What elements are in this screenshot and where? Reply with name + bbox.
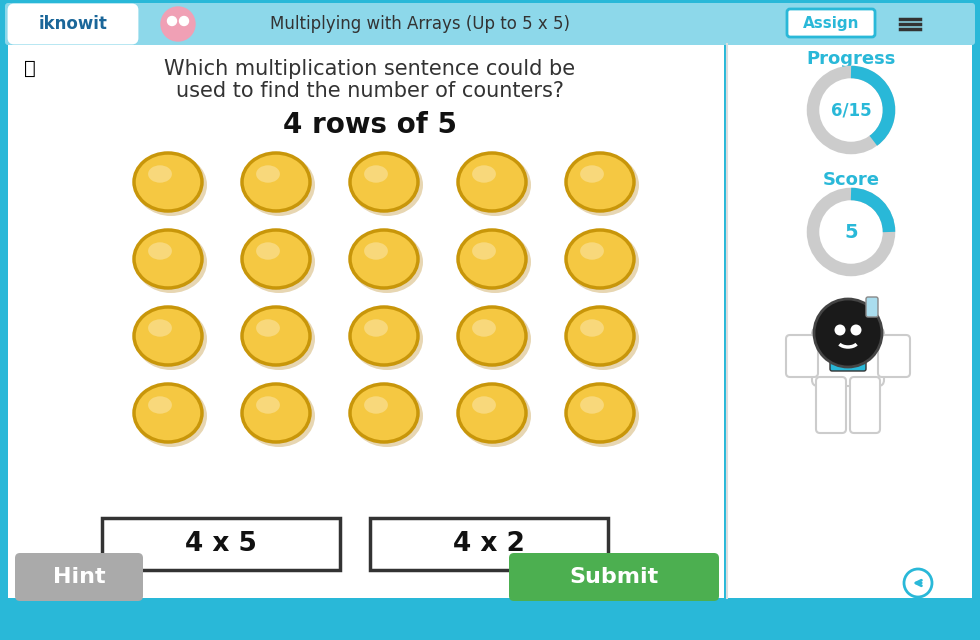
FancyBboxPatch shape [15,553,143,601]
Ellipse shape [351,154,423,216]
FancyBboxPatch shape [370,518,608,570]
FancyBboxPatch shape [509,553,719,601]
Ellipse shape [134,230,202,288]
Ellipse shape [365,165,388,182]
Circle shape [851,324,861,335]
Text: iknowit: iknowit [38,15,108,33]
Ellipse shape [243,231,315,293]
Ellipse shape [134,384,202,442]
Circle shape [904,569,932,597]
Ellipse shape [365,396,388,413]
Ellipse shape [567,308,639,370]
Ellipse shape [472,396,496,413]
FancyBboxPatch shape [866,297,878,317]
Ellipse shape [243,308,315,370]
FancyBboxPatch shape [787,9,875,37]
Ellipse shape [135,231,207,293]
Circle shape [161,7,195,41]
Ellipse shape [134,307,202,365]
Ellipse shape [242,230,310,288]
Ellipse shape [365,319,388,337]
Ellipse shape [148,243,171,260]
Circle shape [835,324,846,335]
Ellipse shape [458,307,526,365]
Text: Multiplying with Arrays (Up to 5 x 5): Multiplying with Arrays (Up to 5 x 5) [270,15,570,33]
Ellipse shape [365,243,388,260]
Ellipse shape [148,396,171,413]
Ellipse shape [134,153,202,211]
Text: Progress: Progress [807,50,896,68]
Ellipse shape [242,384,310,442]
FancyBboxPatch shape [812,328,884,386]
Ellipse shape [242,153,310,211]
Text: 4 x 2: 4 x 2 [453,531,525,557]
Ellipse shape [350,153,418,211]
Ellipse shape [350,307,418,365]
Text: 6/15: 6/15 [831,101,871,119]
FancyBboxPatch shape [9,5,137,43]
Text: Submit: Submit [569,567,659,587]
Circle shape [814,299,882,367]
Text: 5: 5 [844,223,858,241]
Ellipse shape [458,384,526,442]
Ellipse shape [566,307,634,365]
Ellipse shape [566,230,634,288]
Text: used to find the number of counters?: used to find the number of counters? [176,81,564,101]
FancyBboxPatch shape [8,44,724,598]
Ellipse shape [350,230,418,288]
FancyBboxPatch shape [728,44,972,598]
Ellipse shape [566,153,634,211]
Ellipse shape [351,231,423,293]
Ellipse shape [472,165,496,182]
Ellipse shape [242,307,310,365]
Ellipse shape [148,165,171,182]
Text: 4 rows of 5: 4 rows of 5 [283,111,457,139]
Ellipse shape [256,165,280,182]
FancyBboxPatch shape [5,3,975,45]
Ellipse shape [243,385,315,447]
Ellipse shape [148,319,171,337]
Text: 🔊: 🔊 [24,58,36,77]
Text: Which multiplication sentence could be: Which multiplication sentence could be [165,59,575,79]
FancyBboxPatch shape [102,518,340,570]
Ellipse shape [580,319,604,337]
Ellipse shape [472,243,496,260]
FancyBboxPatch shape [850,377,880,433]
Circle shape [168,17,176,26]
Text: Score: Score [822,171,879,189]
Ellipse shape [580,165,604,182]
FancyBboxPatch shape [878,335,910,377]
Text: Hint: Hint [53,567,105,587]
Ellipse shape [459,154,531,216]
Ellipse shape [350,384,418,442]
Ellipse shape [256,319,280,337]
Ellipse shape [458,153,526,211]
Ellipse shape [580,243,604,260]
Ellipse shape [567,231,639,293]
Ellipse shape [472,319,496,337]
FancyBboxPatch shape [816,377,846,433]
Ellipse shape [135,154,207,216]
Circle shape [179,17,188,26]
Ellipse shape [458,230,526,288]
FancyBboxPatch shape [830,345,866,371]
Ellipse shape [256,243,280,260]
Ellipse shape [459,308,531,370]
Ellipse shape [135,308,207,370]
Ellipse shape [566,384,634,442]
Ellipse shape [351,308,423,370]
Ellipse shape [580,396,604,413]
Ellipse shape [256,396,280,413]
Ellipse shape [567,154,639,216]
FancyBboxPatch shape [786,335,818,377]
Ellipse shape [135,385,207,447]
Ellipse shape [567,385,639,447]
Ellipse shape [459,385,531,447]
Text: Assign: Assign [803,15,859,31]
Text: 4 x 5: 4 x 5 [185,531,257,557]
Ellipse shape [459,231,531,293]
Ellipse shape [243,154,315,216]
Ellipse shape [351,385,423,447]
